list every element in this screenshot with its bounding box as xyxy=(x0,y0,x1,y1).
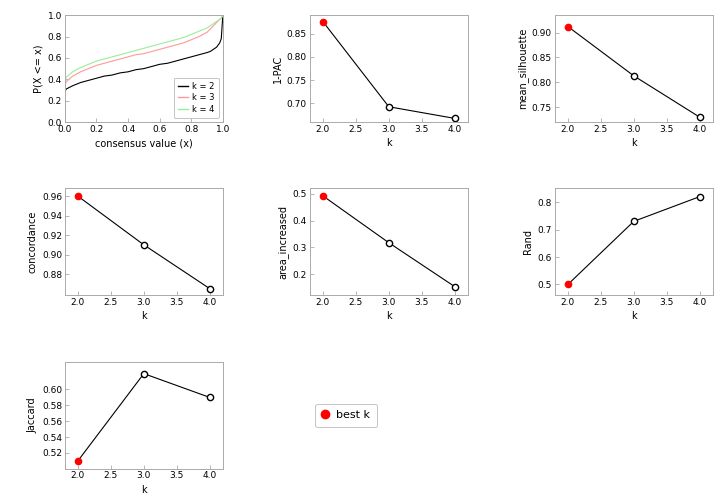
X-axis label: k: k xyxy=(386,311,392,322)
Y-axis label: Jaccard: Jaccard xyxy=(28,398,37,433)
Y-axis label: P(X <= x): P(X <= x) xyxy=(34,44,43,93)
Y-axis label: concordance: concordance xyxy=(28,211,37,273)
X-axis label: k: k xyxy=(386,138,392,148)
X-axis label: k: k xyxy=(631,311,636,322)
X-axis label: k: k xyxy=(631,138,636,148)
Y-axis label: mean_silhouette: mean_silhouette xyxy=(517,28,528,109)
X-axis label: k: k xyxy=(141,485,147,494)
X-axis label: k: k xyxy=(141,311,147,322)
X-axis label: consensus value (x): consensus value (x) xyxy=(95,138,193,148)
Y-axis label: area_increased: area_increased xyxy=(277,205,289,279)
Legend: best k: best k xyxy=(315,404,377,427)
Legend: k = 2, k = 3, k = 4: k = 2, k = 3, k = 4 xyxy=(174,78,219,118)
Y-axis label: 1-PAC: 1-PAC xyxy=(273,54,283,83)
Y-axis label: Rand: Rand xyxy=(523,229,534,255)
